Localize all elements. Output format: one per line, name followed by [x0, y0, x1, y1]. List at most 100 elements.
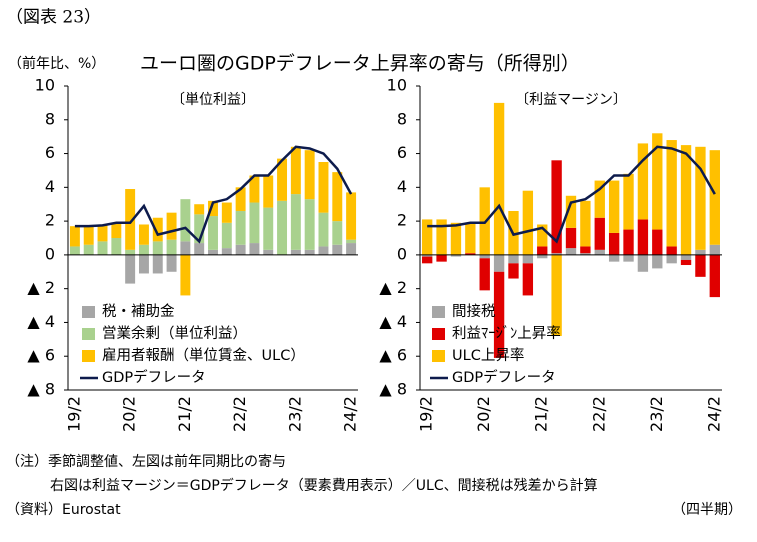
x-tick-label: 20/2 — [474, 396, 493, 432]
legend-swatch — [82, 328, 95, 340]
bar — [138, 254, 149, 274]
bar — [152, 217, 163, 242]
panel-subtitle: 〔単位利益〕 — [171, 92, 255, 108]
bar — [465, 253, 476, 255]
bar — [125, 189, 136, 250]
bar — [623, 254, 634, 262]
legend-label: 利益ﾏｰｼﾞﾝ上昇率 — [452, 325, 561, 342]
bar — [249, 175, 260, 203]
bar — [125, 254, 136, 284]
bar — [652, 229, 663, 255]
bar — [249, 202, 260, 244]
bar — [138, 244, 149, 255]
y-tick-label: ▲ 2 — [379, 278, 407, 297]
bar — [69, 246, 80, 255]
y-tick-label: 10 — [387, 76, 407, 95]
bar — [637, 219, 649, 255]
bar — [565, 248, 577, 255]
bar — [208, 249, 218, 255]
bar — [709, 254, 720, 298]
bar — [208, 200, 218, 217]
bar — [422, 219, 433, 255]
bar — [637, 254, 649, 272]
bar — [290, 249, 301, 255]
y-tick-label: ▲ 8 — [379, 380, 407, 399]
bar — [479, 254, 490, 259]
bar — [522, 263, 534, 296]
y-tick-label: 8 — [45, 109, 55, 128]
bar — [235, 210, 246, 245]
x-tick-label: 24/2 — [341, 396, 360, 432]
bar — [608, 180, 620, 233]
bar — [290, 146, 301, 195]
bar — [508, 254, 519, 264]
bar — [551, 253, 562, 255]
bar — [580, 246, 591, 254]
x-tick-label: 22/2 — [589, 396, 608, 432]
y-tick-label: 2 — [45, 211, 55, 230]
bar — [709, 244, 720, 255]
bar — [235, 187, 246, 211]
bar — [346, 243, 357, 255]
y-tick-label: 8 — [397, 109, 407, 128]
legend-swatch — [432, 306, 445, 318]
y-tick-label: 6 — [45, 143, 55, 162]
bar — [695, 146, 706, 250]
chart-title: ユーロ圏のGDPデフレータ上昇率の寄与（所得別） — [140, 53, 580, 75]
y-tick-label: 6 — [397, 143, 407, 162]
bar — [194, 204, 205, 215]
line — [427, 145, 716, 244]
bar — [125, 249, 136, 255]
bar — [263, 175, 274, 208]
bar — [580, 253, 591, 255]
bar — [608, 232, 620, 255]
note: 右図は利益マージン＝GDPデフレータ（要素費用表示）／ULC、間接税は残差から計… — [50, 477, 598, 494]
legend-swatch — [82, 306, 95, 318]
bar — [111, 222, 122, 238]
bar — [97, 224, 108, 242]
bar — [318, 212, 329, 247]
note: （注）季節調整値、左図は前年同期比の寄与 — [6, 453, 286, 470]
bar — [208, 216, 218, 250]
bar — [565, 227, 577, 249]
unit-label: （前年比、%） — [8, 55, 105, 72]
bar — [493, 271, 505, 358]
legend-label: 間接税 — [452, 303, 496, 320]
bar — [680, 145, 692, 255]
legend-label: 営業余剰（単位利益） — [102, 324, 247, 342]
bar — [332, 221, 343, 245]
x-tick-label: 22/2 — [230, 396, 249, 432]
bar — [537, 224, 548, 247]
bar — [666, 140, 677, 247]
y-tick-label: 2 — [397, 211, 407, 230]
bar — [508, 263, 519, 279]
bar — [479, 258, 490, 291]
y-tick-label: ▲ 4 — [27, 312, 55, 331]
x-tick-label: 19/2 — [417, 396, 436, 432]
x-tick-label: 24/2 — [704, 396, 723, 432]
bar — [594, 217, 605, 250]
legend-swatch — [82, 350, 95, 362]
bar — [97, 241, 108, 255]
bar — [493, 102, 505, 255]
bar — [249, 243, 260, 255]
bar — [422, 256, 433, 264]
x-tick-label: 23/2 — [647, 396, 666, 432]
bar — [436, 254, 447, 262]
bar — [565, 195, 577, 228]
x-tick-label: 20/2 — [120, 396, 139, 432]
bar — [194, 243, 205, 255]
bar — [493, 254, 505, 272]
bar — [652, 254, 663, 269]
bar — [522, 254, 534, 264]
bar — [83, 244, 94, 255]
bar — [551, 160, 562, 254]
bar — [680, 259, 692, 266]
bar — [263, 249, 274, 255]
bar — [277, 200, 288, 255]
bar — [637, 143, 649, 220]
bar — [221, 222, 232, 249]
y-tick-label: ▲ 6 — [379, 346, 407, 365]
bar — [623, 229, 634, 255]
